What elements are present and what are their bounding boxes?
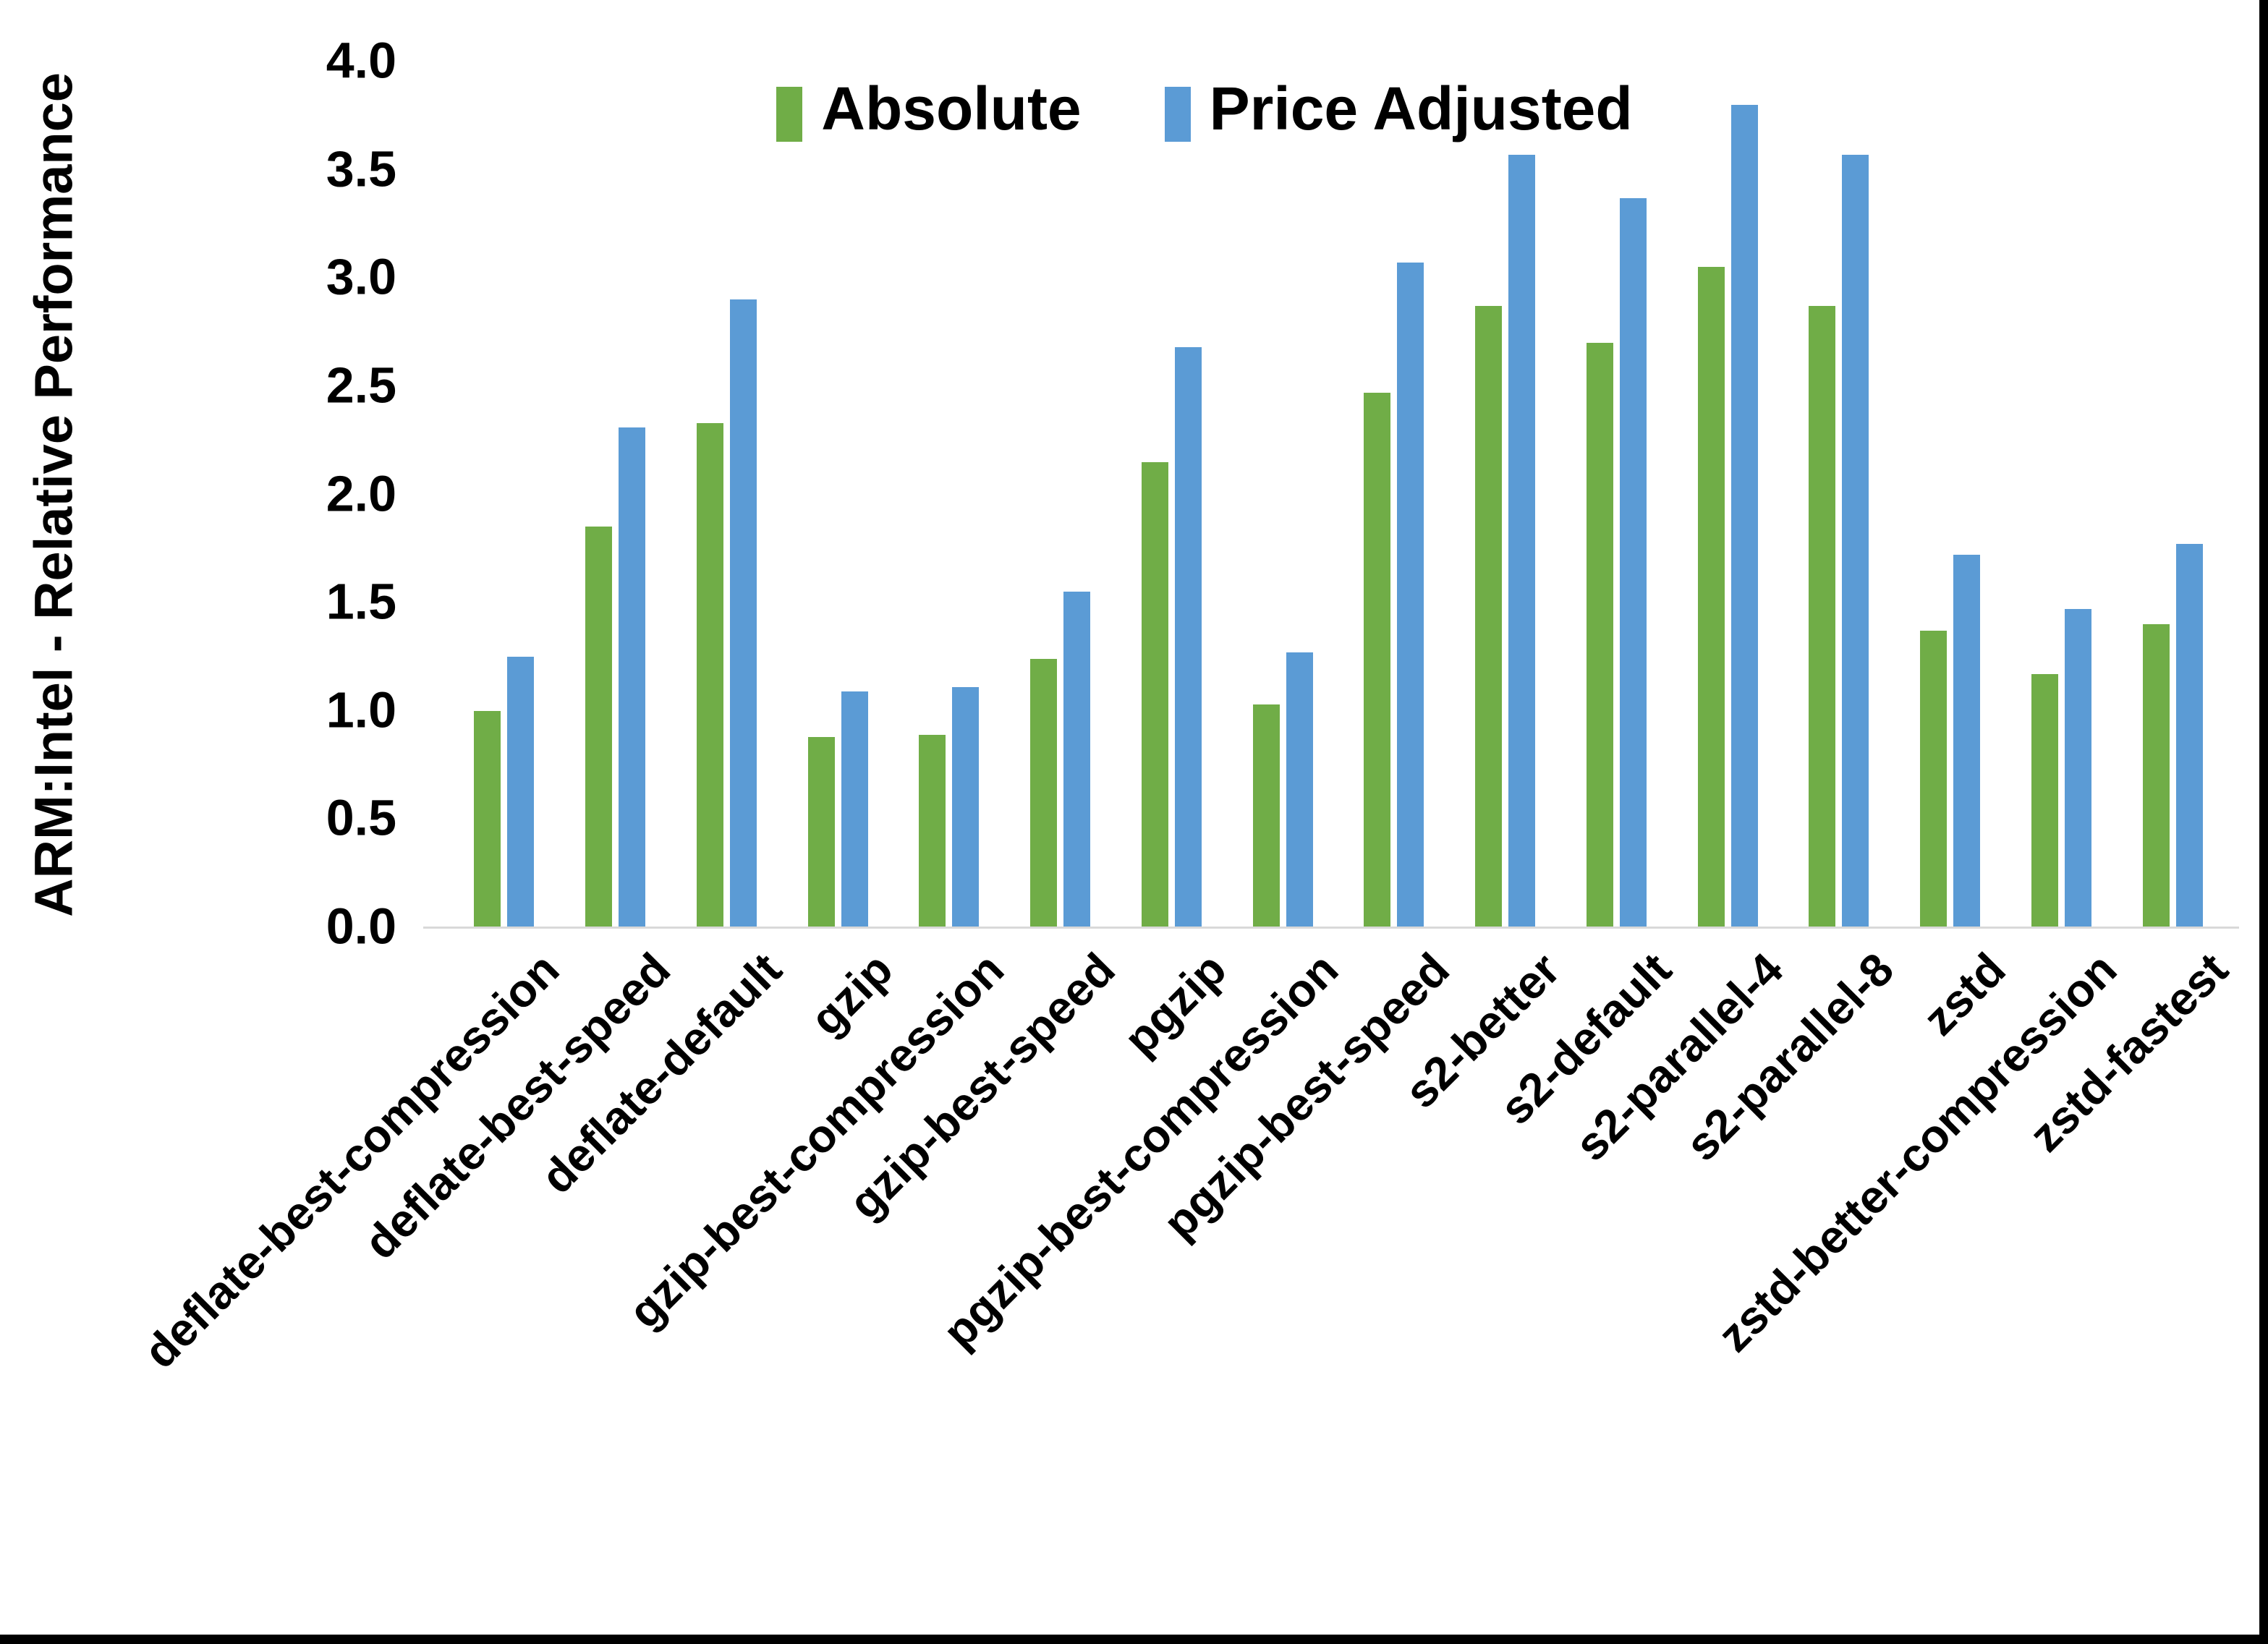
bar-price-adjusted-gzip-best-compression — [952, 686, 980, 927]
bar-group-deflate-best-compression — [449, 61, 560, 927]
bar-price-adjusted-pgzip-best-speed — [1397, 263, 1424, 927]
bar-price-adjusted-s2-better — [1508, 154, 1536, 927]
bar-group-gzip-best-speed — [1005, 61, 1116, 927]
y-tick-label: 1.5 — [326, 573, 396, 630]
bar-absolute-s2-parallel-4 — [1697, 267, 1725, 927]
bar-price-adjusted-gzip — [841, 691, 868, 927]
y-tick-label: 1.0 — [326, 681, 396, 738]
bar-price-adjusted-zstd-better-compression — [2064, 609, 2091, 927]
bar-absolute-pgzip — [1141, 461, 1168, 927]
bar-absolute-deflate-best-compression — [474, 710, 501, 927]
bar-group-s2-better — [1450, 61, 1561, 927]
bar-absolute-gzip-best-compression — [919, 734, 946, 927]
bar-group-s2-parallel-8 — [1783, 61, 1895, 927]
y-tick-label: 4.0 — [326, 32, 396, 89]
legend-item-price-adjusted: Price Adjusted — [1164, 74, 1633, 142]
y-tick-label: 2.5 — [326, 357, 396, 414]
bar-group-pgzip-best-speed — [1338, 61, 1450, 927]
bar-group-s2-parallel-4 — [1672, 61, 1783, 927]
bar-price-adjusted-pgzip — [1174, 347, 1202, 927]
bar-absolute-gzip — [807, 736, 835, 927]
bar-absolute-gzip-best-speed — [1030, 658, 1058, 927]
y-tick-label: 3.5 — [326, 140, 396, 197]
bar-absolute-zstd-better-compression — [2031, 673, 2058, 927]
bar-group-s2-default — [1561, 61, 1673, 927]
legend-label-price-adjusted: Price Adjusted — [1209, 74, 1633, 142]
bar-price-adjusted-s2-parallel-8 — [1842, 154, 1869, 927]
bar-price-adjusted-deflate-best-speed — [619, 427, 646, 927]
bar-group-zstd — [1895, 61, 2006, 927]
bar-absolute-s2-better — [1475, 306, 1503, 927]
bar-price-adjusted-zstd-fastest — [2175, 544, 2203, 927]
bar-price-adjusted-s2-parallel-4 — [1730, 104, 1758, 927]
plot-area — [423, 61, 2239, 929]
x-axis-line — [423, 927, 2239, 929]
y-axis-title-text: ARM:Intel - Relative Performance — [23, 72, 84, 917]
bar-group-pgzip-best-compression — [1227, 61, 1338, 927]
y-tick-label: 3.0 — [326, 248, 396, 305]
bar-absolute-deflate-default — [696, 422, 723, 927]
bar-group-zstd-fastest — [2117, 61, 2228, 927]
bar-price-adjusted-zstd — [1953, 555, 1981, 927]
bar-group-gzip — [782, 61, 893, 927]
legend-swatch-price-adjusted — [1164, 87, 1191, 142]
bar-group-deflate-default — [671, 61, 783, 927]
bar-group-zstd-better-compression — [2006, 61, 2118, 927]
bar-absolute-deflate-best-speed — [585, 527, 613, 927]
bar-absolute-s2-default — [1586, 343, 1613, 927]
legend: Absolute Price Adjusted — [315, 78, 2094, 142]
bar-group-pgzip — [1116, 61, 1228, 927]
bar-group-deflate-best-speed — [560, 61, 671, 927]
y-axis-title: ARM:Intel - Relative Performance — [10, 61, 97, 927]
legend-label-absolute: Absolute — [821, 74, 1082, 142]
x-tick-label-deflate-best-compression: deflate-best-compression — [133, 942, 569, 1379]
y-tick-label: 0.0 — [326, 898, 396, 955]
bar-absolute-zstd — [1920, 631, 1948, 927]
bar-price-adjusted-deflate-best-compression — [507, 656, 535, 927]
y-tick-label: 0.5 — [326, 789, 396, 846]
bar-price-adjusted-pgzip-best-compression — [1286, 652, 1313, 927]
bar-group-gzip-best-compression — [893, 61, 1005, 927]
bar-price-adjusted-gzip-best-speed — [1063, 592, 1091, 927]
bar-price-adjusted-deflate-default — [729, 299, 757, 927]
bar-absolute-pgzip-best-compression — [1252, 704, 1280, 927]
bar-absolute-s2-parallel-8 — [1809, 306, 1836, 927]
bar-price-adjusted-s2-default — [1619, 197, 1647, 927]
legend-swatch-absolute — [776, 87, 803, 142]
y-tick-label: 2.0 — [326, 464, 396, 521]
legend-item-absolute: Absolute — [776, 74, 1082, 142]
bar-absolute-pgzip-best-speed — [1364, 392, 1391, 927]
bar-absolute-zstd-fastest — [2142, 624, 2170, 927]
